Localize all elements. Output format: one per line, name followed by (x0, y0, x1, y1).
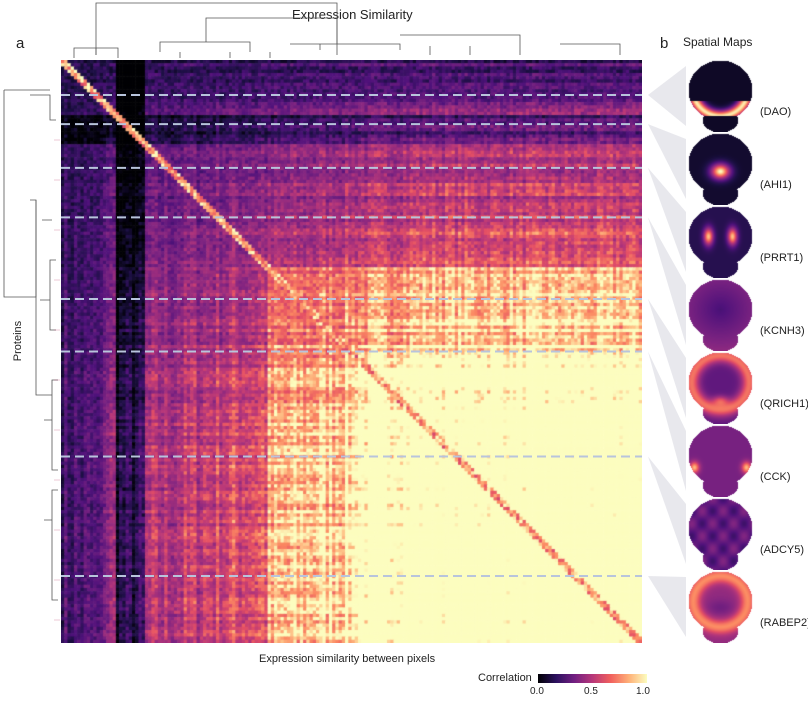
spatial-map-label: (QRICH1) (760, 398, 808, 410)
spatial-maps-title: Spatial Maps (683, 35, 753, 49)
spatial-map-image (686, 352, 754, 424)
colorbar-tick-1: 0.5 (584, 686, 598, 697)
spatial-map-image (686, 279, 754, 351)
connector-wedge (648, 456, 686, 564)
connector-wedge (648, 575, 686, 637)
spatial-map-label: (AHI1) (760, 179, 792, 191)
colorbar (538, 674, 647, 683)
spatial-map-label: (ADCY5) (760, 544, 805, 556)
top-dendrogram (73, 2, 621, 58)
left-dendrogram (3, 89, 58, 601)
connector-wedge (648, 66, 686, 126)
connector-wedge (648, 167, 686, 272)
spatial-map-image (686, 571, 754, 643)
x-axis-label: Expression similarity between pixels (259, 653, 436, 665)
spatial-map-image (686, 425, 754, 497)
colorbar-title: Correlation (478, 672, 532, 684)
connector-wedge (648, 124, 686, 199)
connector-wedge (648, 351, 686, 491)
panel-a-letter: a (16, 35, 25, 52)
spatial-map-label: (RABEP2) (760, 617, 808, 629)
spatial-map-image (686, 133, 754, 205)
spatial-map-image (686, 498, 754, 570)
spatial-map-image (686, 60, 754, 132)
connector-wedge (648, 299, 686, 418)
colorbar-tick-2: 1.0 (636, 686, 650, 697)
spatial-map-label: (DAO) (760, 106, 792, 118)
spatial-map-label: (CCK) (760, 471, 791, 483)
colorbar-tick-0: 0.0 (530, 686, 544, 697)
connector-wedge (648, 217, 686, 345)
spatial-map-label: (KCNH3) (760, 325, 805, 337)
panel-b-letter: b (660, 35, 669, 52)
spatial-map-label: (PRRT1) (760, 252, 804, 264)
spatial-map-image (686, 206, 754, 278)
